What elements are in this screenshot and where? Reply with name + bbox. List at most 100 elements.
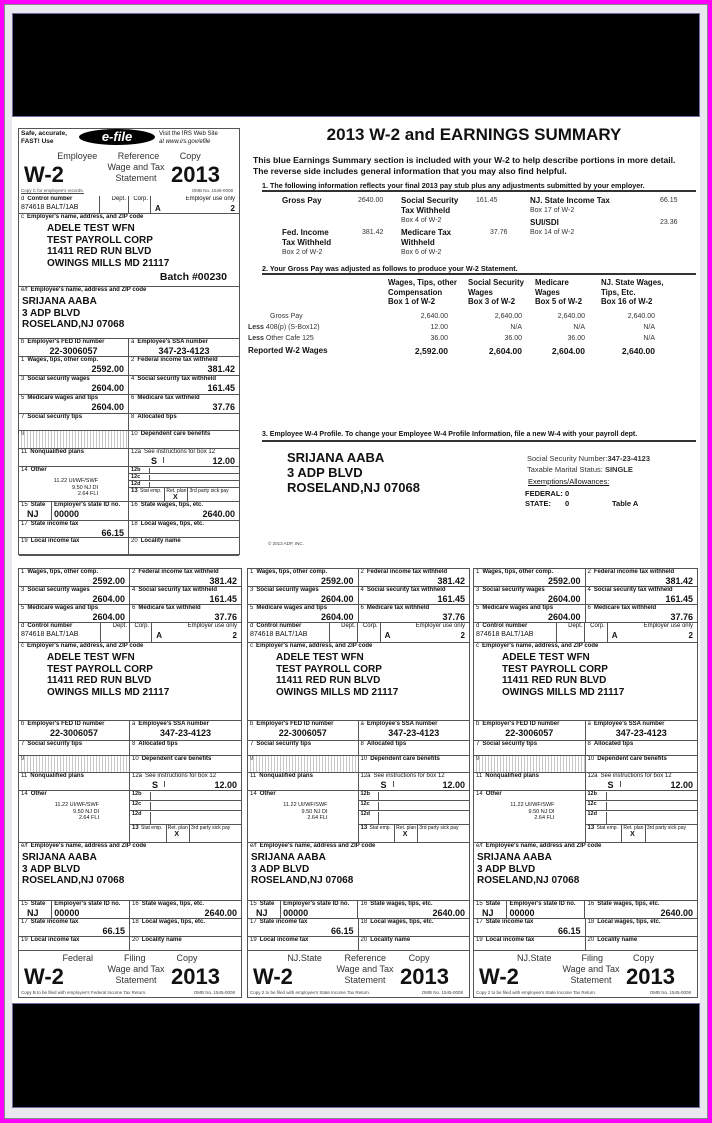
- lines-2: 2.64 FLI: [77, 491, 98, 497]
- ef-label: Employee's name, address and ZIP code: [485, 843, 602, 849]
- 13-ret: Ret. plan: [623, 825, 644, 831]
- 1-t2: Filing: [123, 953, 146, 963]
- 11-code: 11: [476, 773, 483, 779]
- b-value: 22-3006057: [49, 346, 98, 356]
- b-label: Employer's FED ID number: [27, 721, 105, 727]
- lines-1: 9.50 NJ DI: [73, 808, 99, 815]
- 20-code: 20: [131, 538, 138, 544]
- 14-label: Other: [485, 791, 502, 797]
- 3-code: 3: [21, 587, 25, 593]
- row-3-4: 3 Social security wages 2604.00 4 Social sec…: [19, 376, 239, 395]
- box-ef: e/f Employee's name, address and ZIP code…: [19, 287, 239, 338]
- a-code: a: [587, 721, 591, 727]
- 3-prefix: Reported: [248, 346, 284, 355]
- 20-label: Locality name: [140, 538, 181, 544]
- 15-label: State: [485, 901, 501, 907]
- lines-2: 11411 RED RUN BLVD: [502, 675, 607, 686]
- box-2-label: 2 Federal income tax withheld: [361, 569, 448, 576]
- 2-code: 2: [131, 357, 135, 363]
- box-d: d Control number 874618 BALT/1AB: [19, 623, 102, 642]
- box-ef-label: e/f Employee's name, address and ZIP code: [476, 843, 601, 850]
- box-2-label: 2 Federal income tax withheld: [132, 569, 219, 576]
- 6-value: 37.76: [214, 612, 237, 622]
- values-1: 36.00: [504, 335, 522, 342]
- w2-form-title: W-2: [24, 964, 64, 990]
- 4-code: 4: [587, 587, 591, 593]
- box-4: 4 Social security tax withheld 161.45: [359, 587, 470, 604]
- box-1: 1 Wages, tips, other comp. 2592.00: [248, 569, 359, 586]
- d-emp-use-b: 2: [230, 204, 235, 213]
- 18-label: Local wages, tips, etc.: [597, 919, 661, 925]
- row-15-16: 15 State NJ Employer's state ID no. 00000 16 S…: [474, 901, 697, 919]
- 13-sick: 3rd party sick pay: [646, 825, 686, 831]
- box-11-label: 11 Nonqualified plans: [250, 773, 313, 780]
- box-8-label: 8 Allocated tips: [588, 741, 634, 748]
- box-6: 6 Medicare tax withheld 37.76: [359, 605, 470, 622]
- row-11-12a: 11 Nonqualified plans 12a See instructions …: [474, 773, 697, 791]
- 15-id-label: Employer's state ID no.: [54, 901, 121, 907]
- box-13: 13 Stat emp. Ret. plan X 3rd party sick pay: [129, 488, 239, 502]
- box-7-label: 7 Social security tips: [21, 414, 82, 421]
- w2-omb: OMB No. 1545-0008: [421, 990, 463, 995]
- row-14-12-13: 14 Other 11.22 UI/WF/SWF 9.50 NJ DI 2.64 FLI…: [19, 791, 241, 843]
- box-3-label: 3 Social security wages: [21, 376, 90, 383]
- 15-value: NJ: [256, 908, 268, 918]
- box-b: b Employer's FED ID number 22-3006057: [19, 339, 129, 356]
- 1-value: 381.42: [362, 229, 384, 236]
- box-5: 5 Medicare wages and tips 2604.00: [248, 605, 359, 622]
- box-11-label: 11 Nonqualified plans: [21, 449, 84, 456]
- values-0: 12.00: [430, 324, 448, 331]
- 1-code: 1: [21, 357, 25, 363]
- box-14-label: 14 Other: [476, 791, 502, 798]
- 3-value: 2604.00: [92, 594, 125, 604]
- 19-code: 19: [250, 937, 257, 943]
- w2-copy-c: Safe, accurate, FAST! Use e-file Visit t…: [18, 128, 240, 556]
- s3-name-0: SRIJANA AABA: [287, 450, 385, 465]
- box-1-label: 1 Wages, tips, other comp.: [476, 569, 553, 576]
- box-16: 16 State wages, tips, etc. 2640.00: [359, 901, 470, 918]
- box-c: c Employer's name, address, and ZIP code A…: [248, 643, 469, 720]
- box-12b: 12b: [129, 467, 239, 474]
- 2-prefix: Less: [248, 335, 264, 342]
- lines-1: TEST PAYROLL CORP: [276, 663, 382, 675]
- 2-label: Federal income tax withheld: [137, 357, 218, 363]
- 20-code: 20: [587, 937, 595, 943]
- box-3-label: 3 Social security wages: [250, 587, 319, 594]
- b-value: 22-3006057: [278, 728, 327, 738]
- copy-header: Safe, accurate, FAST! Use e-file Visit t…: [19, 129, 239, 196]
- row-7-8: 7 Social security tips 8 Allocated tips: [19, 741, 241, 756]
- box-12a: 12a See instructions for box 12 S 12.00: [359, 773, 470, 790]
- box-20-label: 20 Locality name: [131, 538, 181, 545]
- row-d: d Control number 874618 BALT/1AB Dept. Corp.…: [248, 623, 469, 643]
- lines-1: 9.50 NJ DI: [301, 808, 328, 815]
- values-3: 2,640.00: [627, 313, 655, 320]
- 8-label: Allocated tips: [137, 414, 177, 420]
- 15-id-label: Employer's state ID no.: [283, 901, 350, 907]
- box-4: 4 Social security tax withheld 161.45: [586, 587, 698, 604]
- 13-mark: X: [174, 831, 180, 838]
- 3-label: Social security wages: [27, 376, 90, 382]
- box-7-label: 7 Social security tips: [476, 741, 537, 748]
- 17-value: 66.15: [101, 528, 124, 537]
- lines-0: SRIJANA AABA: [22, 296, 97, 307]
- 2-label: Federal income tax withheld: [593, 569, 675, 575]
- dept: Dept.: [557, 623, 586, 642]
- 13-code: 13: [360, 825, 368, 831]
- box-d-label: d Control number: [21, 623, 72, 630]
- row-15-16: 15 State NJ Employer's state ID no. 00000 16 S…: [19, 502, 239, 521]
- 1-label: Fed. Income: [282, 228, 329, 237]
- box-c-label: c Employer's name, address, and ZIP code: [21, 214, 143, 221]
- 13-ret: Ret. plan: [166, 488, 187, 494]
- w2-year: 2013: [626, 964, 675, 989]
- b-label: Employer's FED ID number: [27, 339, 105, 345]
- 0-t2: Reference: [117, 151, 160, 161]
- a-label: Employee's SSA number: [137, 339, 208, 345]
- 11-label: Nonqualified plans: [259, 773, 313, 779]
- box-14: 14 Other 11.22 UI/WF/SWF 9.50 NJ DI 2.64 FLI: [248, 791, 359, 842]
- box-ef-label: e/f Employee's name, address and ZIP code: [250, 843, 375, 850]
- 1-note: Copy B to be filed with employee's Feder…: [21, 990, 147, 995]
- 10-code: 10: [587, 756, 595, 762]
- 4-label: Social security tax withheld: [138, 587, 218, 593]
- 2-code: 2: [587, 569, 591, 575]
- 2-t2: Reference: [344, 953, 386, 963]
